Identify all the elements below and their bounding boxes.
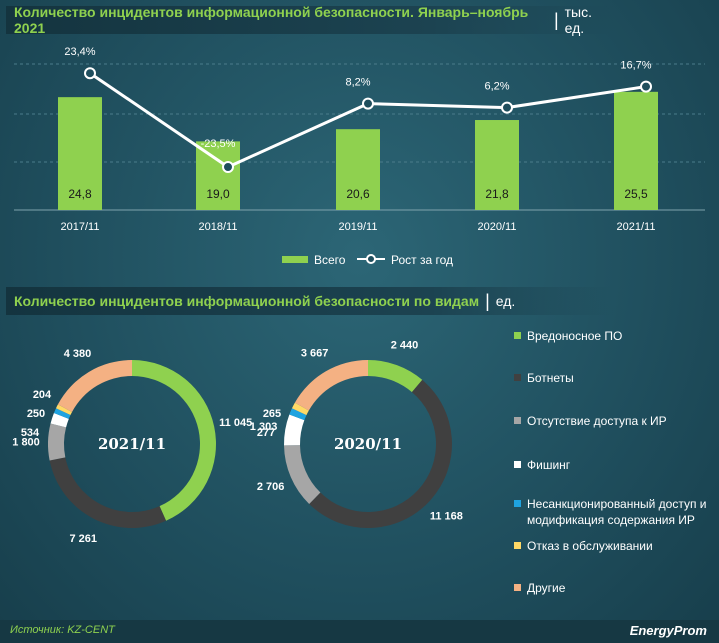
growth-value-label: -23,5% bbox=[201, 138, 236, 150]
source-text: Источник: KZ-CENT bbox=[10, 624, 115, 636]
donut-center-label: 2021/11 bbox=[98, 435, 166, 453]
footer: Источник: KZ-CENT EnergyProm bbox=[0, 620, 719, 643]
growth-value-label: 6,2% bbox=[484, 81, 509, 93]
legend-line-swatch bbox=[357, 254, 385, 264]
legend-label: Несанкционированный доступ и модификация… bbox=[527, 497, 707, 527]
slice-value-label: 2 440 bbox=[391, 339, 419, 351]
slice-value-label: 11 045 bbox=[219, 417, 252, 429]
x-tick-label: 2020/11 bbox=[478, 221, 517, 233]
legend-swatch bbox=[514, 584, 521, 591]
legend-item-line: Рост за год bbox=[356, 252, 453, 268]
slice-value-label: 250 bbox=[27, 408, 45, 420]
chart2-unit: ед. bbox=[495, 293, 516, 309]
donut-slice bbox=[284, 445, 321, 504]
legend-label: Фишинг bbox=[527, 458, 571, 472]
slice-value-label: 4 380 bbox=[64, 348, 92, 360]
donut-slice bbox=[309, 379, 452, 528]
slice-value-label: 1 800 bbox=[12, 436, 40, 448]
legend-item: Несанкционированный доступ и модификация… bbox=[514, 496, 714, 528]
legend-bars-label: Всего bbox=[314, 253, 346, 267]
growth-point bbox=[362, 97, 374, 110]
x-tick-label: 2018/11 bbox=[199, 221, 238, 233]
bar bbox=[58, 97, 102, 210]
bar bbox=[336, 129, 380, 210]
legend-item: Фишинг bbox=[514, 457, 714, 473]
bar-value-label: 24,8 bbox=[68, 187, 92, 201]
donut-slice bbox=[368, 360, 423, 393]
donut-center-label: 2020/11 bbox=[334, 435, 402, 453]
donut-slice bbox=[53, 408, 71, 419]
slice-value-label: 3 667 bbox=[301, 347, 329, 359]
legend-swatch bbox=[514, 332, 521, 339]
legend-item: Отказ в обслуживании bbox=[514, 538, 714, 554]
donut-slice bbox=[283, 414, 305, 446]
legend-label: Отсутствие доступа к ИР bbox=[527, 414, 667, 428]
legend-swatch bbox=[514, 500, 521, 507]
legend-label: Другие bbox=[527, 581, 566, 595]
legend-item: Отсутствие доступа к ИР bbox=[514, 413, 714, 429]
legend-bar-swatch bbox=[282, 256, 308, 263]
legend-item-bars: Всего bbox=[282, 252, 345, 268]
legend-label: Ботнеты bbox=[527, 371, 574, 385]
chart1-title: Количество инцидентов информационной без… bbox=[14, 4, 529, 36]
slice-value-label: 2 706 bbox=[257, 481, 285, 493]
legend-item: Ботнеты bbox=[514, 370, 714, 386]
donut-slice bbox=[132, 360, 217, 521]
bar bbox=[196, 141, 240, 210]
title-separator: | bbox=[553, 9, 559, 30]
legend-label: Отказ в обслуживании bbox=[527, 539, 653, 553]
bar-line-chart: 24,8 2017/11 19,0 2018/11 20,6 2019/11 21,8 202… bbox=[14, 46, 705, 233]
energyprom-logo: EnergyProm bbox=[629, 623, 707, 638]
slice-value-label: 534 bbox=[21, 427, 40, 439]
x-tick-label: 2019/11 bbox=[339, 221, 378, 233]
bar bbox=[614, 91, 658, 210]
growth-point bbox=[640, 80, 652, 93]
growth-value-label: 8,2% bbox=[345, 77, 370, 89]
title-separator: | bbox=[485, 290, 490, 311]
donut-slice bbox=[49, 457, 167, 528]
x-tick-label: 2017/11 bbox=[61, 221, 100, 233]
legend-swatch bbox=[514, 374, 521, 381]
donut-slice bbox=[294, 360, 368, 411]
slice-value-label: 204 bbox=[33, 389, 52, 401]
slice-value-label: 1 303 bbox=[250, 421, 278, 433]
donut-slice bbox=[289, 408, 307, 421]
donut-slice bbox=[291, 402, 309, 416]
legend-label: Вредоносное ПО bbox=[527, 329, 623, 343]
slice-value-label: 7 261 bbox=[69, 533, 97, 545]
growth-value-label: 16,7% bbox=[620, 60, 651, 72]
bar-value-label: 21,8 bbox=[485, 187, 509, 201]
donut-slice bbox=[50, 412, 69, 428]
donut-slice bbox=[57, 360, 132, 412]
bar-value-label: 25,5 bbox=[624, 187, 648, 201]
donut-slice bbox=[47, 423, 67, 461]
growth-point bbox=[84, 67, 96, 80]
growth-point bbox=[501, 101, 513, 114]
chart2-title: Количество инцидентов информационной без… bbox=[14, 293, 480, 309]
donut-slice bbox=[56, 404, 73, 416]
bar bbox=[475, 120, 519, 210]
chart1-title-bar: Количество инцидентов информационной без… bbox=[6, 4, 614, 36]
slice-value-label: 265 bbox=[263, 408, 281, 420]
chart1-unit: тыс. ед. bbox=[564, 4, 592, 36]
growth-value-label: 23,4% bbox=[64, 46, 95, 58]
legend-swatch bbox=[514, 542, 521, 549]
legend-item: Вредоносное ПО bbox=[514, 328, 714, 344]
bar-value-label: 20,6 bbox=[346, 187, 370, 201]
legend-swatch bbox=[514, 461, 521, 468]
chart2-title-bar: Количество инцидентов информационной без… bbox=[6, 287, 614, 315]
growth-point bbox=[222, 161, 234, 173]
slice-value-label: 11 168 bbox=[430, 510, 463, 522]
legend-line-label: Рост за год bbox=[391, 253, 454, 267]
bar-value-label: 19,0 bbox=[206, 187, 230, 201]
x-tick-label: 2021/11 bbox=[617, 221, 656, 233]
slice-value-label: 277 bbox=[257, 427, 275, 439]
legend-item: Другие bbox=[514, 580, 714, 596]
legend-swatch bbox=[514, 417, 521, 424]
